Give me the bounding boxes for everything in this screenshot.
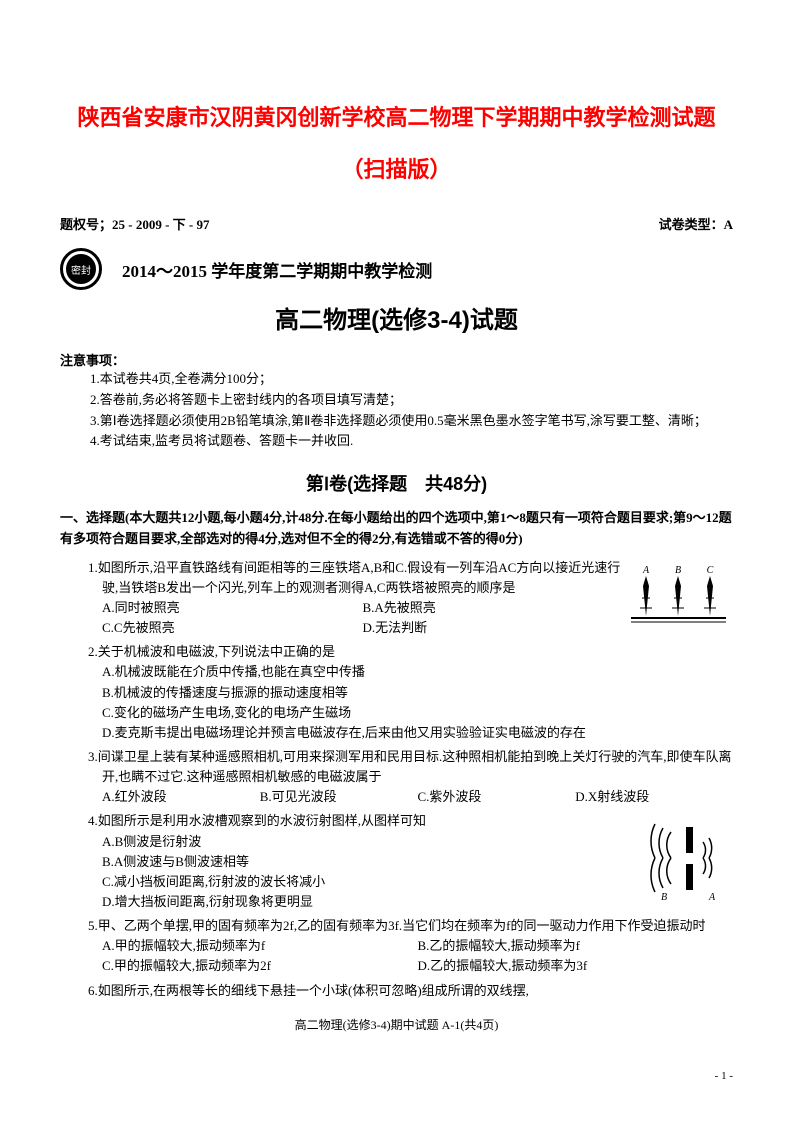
q2-opt-b: B.机械波的传播速度与振源的振动速度相等	[102, 683, 733, 703]
q4-opt-c: C.减小挡板间距离,衍射波的波长将减小	[102, 872, 623, 892]
question-3: 3.间谍卫星上装有某种遥感照相机,可用来探测军用和民用目标.这种照相机能拍到晚上…	[88, 747, 733, 807]
header-right: 试卷类型：A	[659, 214, 733, 233]
q-num: 6.	[88, 983, 98, 998]
svg-text:A: A	[641, 566, 649, 576]
q3-opt-a: A.红外波段	[102, 787, 260, 807]
exam-header: 密封 2014～2015 学年度第二学期期中教学检测	[60, 248, 733, 290]
q5-opt-c: C.甲的振幅较大,振动频率为2f	[102, 956, 418, 976]
question-intro: 一、选择题(本大题共12小题,每小题4分,计48分.在每小题给出的四个选项中,第…	[60, 508, 733, 550]
header-left: 题权号；25 - 2009 - 下 - 97	[60, 214, 210, 233]
document-subtitle: （扫描版）	[60, 152, 733, 184]
q-text: 关于机械波和电磁波,下列说法中正确的是	[98, 644, 335, 659]
document-title: 陕西省安康市汉阴黄冈创新学校高二物理下学期期中教学检测试题	[60, 100, 733, 132]
instructions-list: 1.本试卷共4页,全卷满分100分； 2.答卷前,务必将答题卡上密封线内的各项目…	[90, 369, 733, 452]
q-num: 2.	[88, 644, 98, 659]
svg-text:B: B	[674, 566, 680, 576]
question-5: 5.甲、乙两个单摆,甲的固有频率为2f,乙的固有频率为3f.当它们均在频率为f的…	[88, 916, 733, 976]
question-6: 6.如图所示,在两根等长的细线下悬挂一个小球(体积可忽略)组成所谓的双线摆,	[88, 981, 733, 1001]
q-text: 如图所示,沿平直铁路线有间距相等的三座铁塔A,B和C.假设有一列车沿AC方向以接…	[98, 560, 621, 595]
q1-opt-d: D.无法判断	[363, 618, 624, 638]
q-text: 甲、乙两个单摆,甲的固有频率为2f,乙的固有频率为3f.当它们均在频率为f的同一…	[98, 918, 706, 933]
q3-opt-d: D.X射线波段	[575, 787, 733, 807]
q1-opt-c: C.C先被照亮	[102, 618, 363, 638]
q-num: 3.	[88, 749, 98, 764]
exam-period: 2014～2015 学年度第二学期期中教学检测	[122, 257, 432, 282]
question-2: 2.关于机械波和电磁波,下列说法中正确的是 A.机械波既能在介质中传播,也能在真…	[88, 642, 733, 743]
svg-text:C: C	[706, 566, 713, 576]
page-number: - 1 -	[715, 1070, 733, 1082]
instructions-heading: 注意事项：	[60, 350, 733, 369]
q-num: 4.	[88, 813, 98, 828]
q-num: 5.	[88, 918, 98, 933]
q2-opt-c: C.变化的磁场产生电场,变化的电场产生磁场	[102, 703, 733, 723]
instruction-item: 1.本试卷共4页,全卷满分100分；	[90, 369, 733, 390]
q4-figure: B A	[623, 811, 733, 912]
q3-opt-c: C.紫外波段	[418, 787, 576, 807]
q4-opt-d: D.增大挡板间距离,衍射现象将更明显	[102, 892, 623, 912]
q5-opt-d: D.乙的振幅较大,振动频率为3f	[418, 956, 734, 976]
q1-figure: A B C	[623, 558, 733, 639]
q4-opt-b: B.A侧波速与B侧波速相等	[102, 852, 623, 872]
header-row: 题权号；25 - 2009 - 下 - 97 试卷类型：A	[60, 214, 733, 233]
q-text: 间谍卫星上装有某种遥感照相机,可用来探测军用和民用目标.这种照相机能拍到晚上关灯…	[98, 749, 732, 784]
q1-opt-a: A.同时被照亮	[102, 598, 363, 618]
page-footer: 高二物理(选修3-4)期中试题 A-1(共4页)	[60, 1016, 733, 1033]
instruction-item: 4.考试结束,监考员将试题卷、答题卡一并收回.	[90, 431, 733, 452]
q-text: 如图所示是利用水波槽观察到的水波衍射图样,从图样可知	[98, 813, 426, 828]
q5-opt-b: B.乙的振幅较大,振动频率为f	[418, 936, 734, 956]
q3-opt-b: B.可见光波段	[260, 787, 418, 807]
instruction-item: 2.答卷前,务必将答题卡上密封线内的各项目填写清楚；	[90, 390, 733, 411]
q2-opt-d: D.麦克斯韦提出电磁场理论并预言电磁波存在,后来由他又用实验验证实电磁波的存在	[102, 723, 733, 743]
section-title: 第Ⅰ卷(选择题 共48分)	[60, 470, 733, 496]
seal-icon: 密封	[60, 248, 102, 290]
svg-text:A: A	[708, 892, 716, 902]
svg-text:B: B	[661, 892, 667, 902]
q5-opt-a: A.甲的振幅较大,振动频率为f	[102, 936, 418, 956]
q2-opt-a: A.机械波既能在介质中传播,也能在真空中传播	[102, 662, 733, 682]
q4-opt-a: A.B侧波是衍射波	[102, 832, 623, 852]
instruction-item: 3.第Ⅰ卷选择题必须使用2B铅笔填涂,第Ⅱ卷非选择题必须使用0.5毫米黑色墨水签…	[90, 411, 733, 432]
question-1: 1.如图所示,沿平直铁路线有间距相等的三座铁塔A,B和C.假设有一列车沿AC方向…	[88, 558, 733, 639]
exam-subject-title: 高二物理(选修3-4)试题	[60, 300, 733, 335]
q-text: 如图所示,在两根等长的细线下悬挂一个小球(体积可忽略)组成所谓的双线摆,	[98, 983, 529, 998]
question-4: 4.如图所示是利用水波槽观察到的水波衍射图样,从图样可知 A.B侧波是衍射波 B…	[88, 811, 733, 912]
q-num: 1.	[88, 560, 98, 575]
seal-text: 密封	[66, 254, 96, 284]
q1-opt-b: B.A先被照亮	[363, 598, 624, 618]
